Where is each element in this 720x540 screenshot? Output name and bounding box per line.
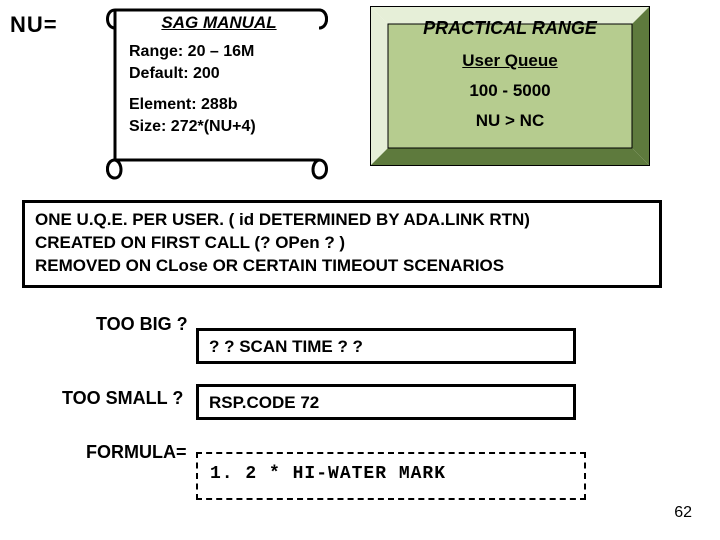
page-number: 62	[674, 504, 692, 522]
too-small-label: TOO SMALL ?	[62, 388, 183, 409]
too-small-box: RSP.CODE 72	[196, 384, 576, 420]
note-line-2: CREATED ON FIRST CALL (? OPen ? )	[35, 232, 649, 255]
bevel-title: PRACTICAL RANGE	[388, 18, 632, 39]
bevel-subtitle: User Queue	[388, 51, 632, 71]
scroll-range: Range: 20 – 16M	[129, 41, 309, 63]
formula-label: FORMULA=	[86, 442, 187, 463]
param-label: NU=	[10, 12, 58, 38]
bevel-range: 100 - 5000	[388, 81, 632, 101]
formula-box: 1. 2 * HI-WATER MARK	[196, 452, 586, 500]
sag-manual-scroll: SAG MANUAL Range: 20 – 16M Default: 200 …	[115, 6, 325, 176]
scroll-size: Size: 272*(NU+4)	[129, 116, 309, 138]
scroll-element: Element: 288b	[129, 94, 309, 116]
practical-range-panel: PRACTICAL RANGE User Queue 100 - 5000 NU…	[370, 6, 650, 166]
note-line-1: ONE U.Q.E. PER USER. ( id DETERMINED BY …	[35, 209, 649, 232]
note-line-3: REMOVED ON CLose OR CERTAIN TIMEOUT SCEN…	[35, 255, 649, 278]
scroll-default: Default: 200	[129, 63, 309, 85]
uqe-note-box: ONE U.Q.E. PER USER. ( id DETERMINED BY …	[22, 200, 662, 288]
too-big-box: ? ? SCAN TIME ? ?	[196, 328, 576, 364]
scroll-title: SAG MANUAL	[129, 12, 309, 35]
bevel-condition: NU > NC	[388, 111, 632, 131]
too-big-label: TOO BIG ?	[96, 314, 188, 335]
